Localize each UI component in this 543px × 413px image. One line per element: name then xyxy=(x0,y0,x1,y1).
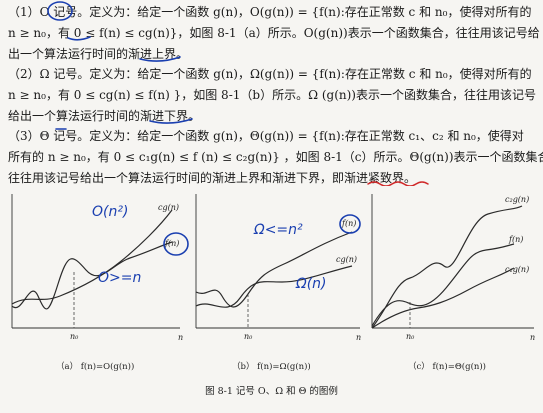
f-n-label: f(n) xyxy=(341,219,356,228)
handwritten-note: Ω(n) xyxy=(295,276,327,292)
underline-mark xyxy=(149,118,193,124)
x-axis-label: n xyxy=(178,333,183,342)
curve-f-n xyxy=(11,241,173,310)
paragraph-theta: （3）Θ 记号。定义为：给定一个函数 g(n)，Θ(g(n)) = {f(n):… xyxy=(8,126,543,189)
n0-label: n₀ xyxy=(70,332,79,341)
text-line: 出一个算法运行时间的渐进上界。 xyxy=(8,47,189,61)
handwritten-note: Ω<=n² xyxy=(253,222,303,238)
text-line: n ≥ n₀，有 0 ≤ f(n) ≤ cg(n)}，如图 8-1（a）所示。O… xyxy=(8,26,540,40)
panel-c-caption: （c） f(n)=Θ(g(n)) xyxy=(408,362,486,372)
curve-cg-n xyxy=(11,209,173,305)
circle-mark xyxy=(163,232,189,256)
text-line: n ≥ n₀，有 0 ≤ cg(n) ≤ f(n) }，如图 8-1（b）所示。… xyxy=(8,88,536,102)
circle-mark xyxy=(47,1,73,21)
handwritten-note: O>=n xyxy=(98,270,141,286)
curve-c1g-n xyxy=(371,267,515,329)
figure-8-1: cg(n) f(n) n₀ n O(n²) O>=n f(n) cg(n) n₀… xyxy=(0,186,543,409)
underline-mark xyxy=(139,56,181,62)
text-line: （1）O 记号。定义为：给定一个函数 g(n)，O(g(n)) = {f(n):… xyxy=(8,5,532,19)
text-line: （2）Ω 记号。定义为：给定一个函数 g(n)，Ω(g(n)) = {f(n):… xyxy=(8,67,532,81)
curve-c2g-n xyxy=(371,205,523,329)
paragraph-big-o: （1）O 记号。定义为：给定一个函数 g(n)，O(g(n)) = {f(n):… xyxy=(8,2,540,65)
cg-n-label: cg(n) xyxy=(336,255,357,264)
cg-n-label: cg(n) xyxy=(158,203,179,212)
curve-cg-n xyxy=(195,265,353,308)
x-axis-label: n xyxy=(530,333,535,342)
text-line: 所有的 n ≥ n₀，有 0 ≤ c₁g(n) ≤ f (n) ≤ c₂g(n)… xyxy=(8,150,543,164)
text-line: （3）Θ 记号。定义为：给定一个函数 g(n)，Θ(g(n)) = {f(n):… xyxy=(8,129,524,143)
text-annotations xyxy=(47,1,429,186)
text-line: 往往用该记号给出一个算法运行时间的渐进上界和渐进下界，即渐进紧致界。 xyxy=(8,171,417,185)
panel-a-caption: （a） f(n)=O(g(n)) xyxy=(56,362,135,372)
panel-a: cg(n) f(n) n₀ n O(n²) O>=n xyxy=(11,194,189,342)
figure-svg: cg(n) f(n) n₀ n O(n²) O>=n f(n) cg(n) n₀… xyxy=(11,194,535,342)
curve-f-n xyxy=(371,243,515,327)
n0-label: n₀ xyxy=(244,332,253,341)
paragraph-omega: （2）Ω 记号。定义为：给定一个函数 g(n)，Ω(g(n)) = {f(n):… xyxy=(8,64,536,127)
circle-mark xyxy=(339,214,361,234)
f-n-label: f(n) xyxy=(164,239,179,248)
panel-b: f(n) cg(n) n₀ n Ω<=n² Ω(n) xyxy=(195,194,361,342)
handwritten-note: O(n²) xyxy=(92,204,128,220)
panel-c: c₂g(n) f(n) c₁g(n) n₀ n xyxy=(371,194,535,342)
c1g-n-label: c₁g(n) xyxy=(505,265,529,274)
c2g-n-label: c₂g(n) xyxy=(505,195,529,204)
curve-f-n xyxy=(195,231,353,308)
f-n-label: f(n) xyxy=(508,235,523,244)
figure-caption: 图 8-1 记号 O、Ω 和 Θ 的图例 xyxy=(205,386,338,397)
red-wavy-underline xyxy=(367,181,429,186)
text-line: 给出一个算法运行时间的渐进下界。 xyxy=(8,109,201,123)
x-axis-label: n xyxy=(356,333,361,342)
panel-b-caption: （b） f(n)=Ω(g(n)) xyxy=(232,362,311,372)
n0-label: n₀ xyxy=(406,332,415,341)
underline-mark xyxy=(67,36,91,41)
